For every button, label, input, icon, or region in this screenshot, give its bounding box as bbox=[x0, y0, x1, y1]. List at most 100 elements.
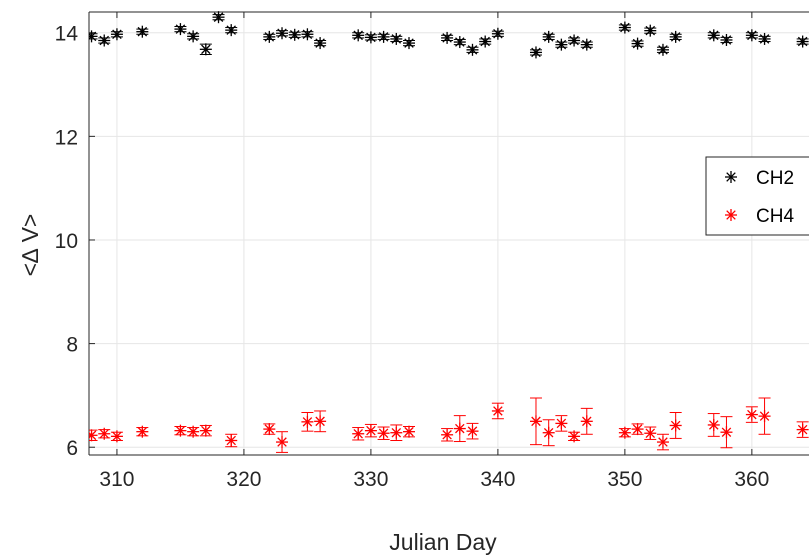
marker-ch4 bbox=[390, 426, 403, 439]
data-point-ch2 bbox=[225, 24, 238, 37]
marker-ch4 bbox=[301, 415, 314, 428]
legend-label-ch2: CH2 bbox=[756, 168, 794, 189]
marker-ch2 bbox=[89, 30, 98, 43]
data-point-ch4 bbox=[707, 413, 720, 437]
data-point-ch4 bbox=[555, 415, 568, 432]
marker-ch2 bbox=[707, 29, 720, 42]
data-point-ch2 bbox=[618, 21, 631, 34]
marker-ch2 bbox=[542, 30, 555, 43]
data-point-ch4 bbox=[568, 430, 581, 443]
marker-ch2 bbox=[745, 29, 758, 42]
x-tick-label: 310 bbox=[99, 468, 134, 491]
x-tick-label: 360 bbox=[734, 468, 769, 491]
data-point-ch4 bbox=[720, 416, 733, 449]
data-point-ch2 bbox=[187, 30, 200, 43]
marker-ch4 bbox=[669, 419, 682, 432]
data-point-ch2 bbox=[758, 32, 771, 45]
marker-ch4 bbox=[225, 434, 238, 447]
data-point-ch2 bbox=[364, 31, 377, 44]
marker-ch2 bbox=[720, 33, 733, 46]
marker-ch4 bbox=[618, 426, 631, 439]
marker-ch2 bbox=[136, 25, 149, 38]
data-point-ch4 bbox=[301, 412, 314, 432]
data-point-ch4 bbox=[225, 433, 238, 448]
marker-ch2 bbox=[479, 35, 492, 48]
marker-ch2 bbox=[618, 21, 631, 34]
data-point-ch4 bbox=[656, 433, 669, 451]
marker-ch2 bbox=[263, 30, 276, 43]
marker-ch4 bbox=[110, 430, 123, 443]
marker-ch4 bbox=[199, 424, 212, 437]
data-point-ch4 bbox=[669, 412, 682, 439]
data-point-ch4 bbox=[199, 424, 212, 437]
marker-ch4 bbox=[136, 425, 149, 438]
data-point-ch4 bbox=[529, 397, 542, 446]
marker-ch2 bbox=[580, 38, 593, 51]
marker-ch2 bbox=[301, 28, 314, 41]
marker-ch2 bbox=[98, 34, 111, 47]
data-point-ch2 bbox=[707, 29, 720, 42]
marker-ch2 bbox=[314, 37, 327, 50]
y-tick-label: 8 bbox=[66, 334, 78, 357]
data-point-ch2 bbox=[199, 43, 212, 56]
marker-ch2 bbox=[758, 32, 771, 45]
y-axis-label: <∆ V> bbox=[17, 214, 43, 277]
data-point-ch2 bbox=[491, 27, 504, 40]
data-point-ch2 bbox=[580, 38, 593, 51]
marker-ch2 bbox=[377, 30, 390, 43]
data-point-ch2 bbox=[441, 31, 454, 44]
data-point-ch2 bbox=[796, 35, 809, 48]
marker-ch4 bbox=[631, 423, 644, 436]
marker-ch4 bbox=[364, 424, 377, 437]
data-point-ch2 bbox=[631, 37, 644, 50]
data-point-ch4 bbox=[187, 425, 200, 438]
data-point-ch4 bbox=[263, 423, 276, 436]
data-point-ch2 bbox=[263, 30, 276, 43]
data-point-ch2 bbox=[466, 43, 479, 56]
data-point-ch4 bbox=[314, 410, 327, 433]
marker-ch4 bbox=[529, 415, 542, 428]
data-point-ch2 bbox=[542, 30, 555, 43]
data-point-ch2 bbox=[314, 37, 327, 50]
data-point-ch4 bbox=[110, 430, 123, 443]
marker-ch4 bbox=[542, 426, 555, 439]
marker-ch2 bbox=[352, 29, 365, 42]
x-axis-label: Julian Day bbox=[389, 529, 497, 555]
data-point-ch4 bbox=[745, 406, 758, 423]
marker-ch2 bbox=[441, 31, 454, 44]
data-point-ch2 bbox=[479, 35, 492, 48]
data-point-ch4 bbox=[631, 423, 644, 436]
data-point-ch4 bbox=[618, 426, 631, 439]
marker-ch4 bbox=[555, 417, 568, 430]
y-tick-label: 6 bbox=[66, 437, 78, 460]
marker-ch4 bbox=[98, 427, 111, 440]
data-point-ch2 bbox=[656, 43, 669, 56]
axes bbox=[88, 11, 809, 456]
marker-ch2 bbox=[288, 28, 301, 41]
data-point-ch2 bbox=[276, 27, 289, 40]
marker-ch2 bbox=[466, 43, 479, 56]
legend-asterisk-ch2 bbox=[725, 171, 737, 183]
marker-ch4 bbox=[707, 418, 720, 431]
marker-ch4 bbox=[453, 422, 466, 435]
marker-ch4 bbox=[796, 423, 809, 436]
data-point-ch4 bbox=[276, 431, 289, 453]
data-point-ch4 bbox=[580, 407, 593, 435]
data-point-ch2 bbox=[136, 25, 149, 38]
marker-ch4 bbox=[441, 428, 454, 441]
marker-ch2 bbox=[225, 24, 238, 37]
data-point-ch2 bbox=[288, 28, 301, 41]
data-point-ch2 bbox=[301, 28, 314, 41]
data-point-ch2 bbox=[174, 23, 187, 36]
data-point-ch4 bbox=[644, 426, 657, 440]
data-point-ch4 bbox=[466, 422, 479, 440]
data-point-ch4 bbox=[136, 425, 149, 438]
legend-box bbox=[705, 156, 809, 236]
marker-ch2 bbox=[403, 37, 415, 50]
data-point-ch4 bbox=[364, 423, 377, 438]
data-point-ch2 bbox=[390, 32, 403, 45]
marker-ch4 bbox=[568, 430, 581, 443]
data-point-ch2 bbox=[529, 46, 542, 59]
y-tick-label: 14 bbox=[55, 23, 79, 46]
